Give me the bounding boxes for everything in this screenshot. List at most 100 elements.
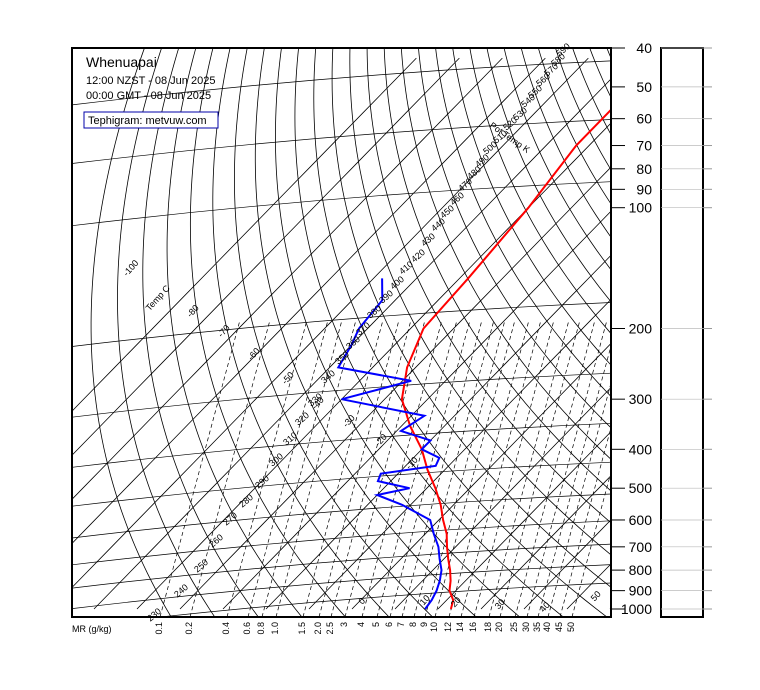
series-lines bbox=[336, 108, 611, 610]
mixing-ratio-label: 2.5 bbox=[325, 622, 335, 635]
pressure-label: 1000 bbox=[621, 601, 652, 617]
isobar-line bbox=[72, 372, 611, 418]
dry-adiabat-line bbox=[366, 48, 611, 524]
mixing-ratio-line bbox=[376, 319, 458, 617]
mr-axis-label: MR (g/kg) bbox=[72, 624, 112, 634]
mixing-ratio-line bbox=[261, 319, 343, 617]
isotherm-line bbox=[222, 210, 611, 610]
mixing-ratio-line bbox=[448, 319, 530, 617]
mixing-ratio-label: 50 bbox=[566, 622, 576, 632]
mixing-ratio-line bbox=[526, 319, 608, 617]
dry-adiabat-line bbox=[418, 48, 611, 429]
isotherm-line bbox=[308, 298, 611, 610]
pressure-label: 40 bbox=[636, 40, 652, 56]
pressure-label: 100 bbox=[629, 200, 653, 216]
isotherm-label: 50 bbox=[589, 589, 603, 603]
mixing-ratio-label: 6 bbox=[384, 622, 394, 627]
mixing-ratio-label: 12 bbox=[443, 622, 453, 632]
temperature-line bbox=[400, 108, 611, 610]
pressure-label: 50 bbox=[636, 79, 652, 95]
mixing-ratio-label: 25 bbox=[509, 622, 519, 632]
isotherm-line bbox=[265, 254, 611, 610]
isobar-line bbox=[72, 119, 611, 164]
credit-label: Tephigram: metvuw.com bbox=[88, 115, 207, 127]
isotherm-line bbox=[136, 122, 611, 610]
dry-adiabat-line bbox=[435, 48, 611, 398]
dry-adiabat-line bbox=[254, 48, 477, 617]
mixing-ratio-label: 35 bbox=[532, 622, 542, 632]
isotherm-line bbox=[72, 57, 417, 412]
mixing-ratio-label: 40 bbox=[542, 622, 552, 632]
mixing-ratio-label: 0.6 bbox=[242, 622, 252, 635]
mixing-ratio-line bbox=[473, 319, 555, 617]
mixing-ratio-label: 9 bbox=[419, 622, 429, 627]
dry-adiabat-line bbox=[572, 48, 611, 136]
isobar-line bbox=[72, 543, 611, 589]
isobar-line bbox=[72, 181, 611, 227]
mixing-ratio-line bbox=[318, 319, 400, 617]
mixing-ratio-label: 16 bbox=[468, 622, 478, 632]
mixing-ratio-line bbox=[361, 319, 443, 617]
isotherm-line bbox=[351, 342, 611, 610]
mixing-ratio-label: 7 bbox=[396, 622, 406, 627]
mixing-ratio-label: 1.0 bbox=[270, 622, 280, 635]
mixing-ratio-label: 5 bbox=[371, 622, 381, 627]
pressure-label: 70 bbox=[636, 138, 652, 154]
pressure-label: 600 bbox=[629, 512, 653, 528]
mixing-ratio-line bbox=[424, 319, 506, 617]
mixing-ratio-line bbox=[413, 319, 495, 617]
mixing-ratio-line bbox=[401, 319, 483, 617]
mixing-ratio-label: 0.4 bbox=[221, 622, 231, 635]
mixing-ratio-label: 4 bbox=[356, 622, 366, 627]
mixing-ratio-label: 0.1 bbox=[154, 622, 164, 635]
dry-adiabat-line bbox=[486, 48, 611, 303]
pressure-label: 900 bbox=[629, 583, 653, 599]
mixing-ratio-label: 0.8 bbox=[256, 622, 266, 635]
isobar-line bbox=[72, 60, 611, 106]
mixing-ratio-line bbox=[434, 319, 516, 617]
mixing-ratio-label: 45 bbox=[554, 622, 564, 632]
dry-adiabat-line bbox=[555, 48, 611, 171]
dry-adiabat-line bbox=[537, 48, 611, 205]
isobar-line bbox=[72, 422, 611, 468]
mixing-ratio-lines bbox=[159, 319, 611, 617]
dry-adiabat-line bbox=[520, 48, 611, 238]
isotherm-line bbox=[72, 57, 589, 589]
mixing-ratio-line bbox=[302, 319, 384, 617]
utc-time: 00:00 GMT - 08 Jun 2025 bbox=[86, 90, 211, 102]
pressure-label: 60 bbox=[636, 111, 652, 127]
dry-adiabat-line bbox=[452, 48, 611, 366]
dry-adiabat-line bbox=[400, 48, 611, 460]
mixing-ratio-label: 0.2 bbox=[184, 622, 194, 635]
pressure-label: 500 bbox=[629, 480, 653, 496]
mixing-ratio-line bbox=[389, 319, 471, 617]
isobar-line bbox=[72, 493, 611, 539]
dry-adiabat-line bbox=[234, 48, 434, 617]
isotherm-line bbox=[437, 431, 611, 610]
mixing-ratio-line bbox=[499, 319, 581, 617]
mixing-ratio-line bbox=[559, 426, 611, 617]
isotherm-line bbox=[72, 57, 503, 500]
mixing-ratio-line bbox=[159, 319, 241, 617]
pressure-axis: 40 50 60 70 80 90 100 200 300 400 500 600 700 800 900 1… bbox=[611, 40, 712, 617]
isotherm-label: 10 bbox=[418, 593, 432, 607]
pressure-label: 400 bbox=[629, 441, 653, 457]
isobar-line bbox=[72, 302, 611, 347]
pressure-label: 800 bbox=[629, 562, 653, 578]
mixing-ratio-label: 1.5 bbox=[297, 622, 307, 635]
dry-adiabat-line bbox=[294, 48, 564, 617]
mixing-ratio-label: 8 bbox=[408, 622, 418, 627]
pressure-label: 300 bbox=[629, 391, 653, 407]
mixing-ratio-line bbox=[514, 319, 596, 617]
dry-adiabat-line bbox=[331, 48, 611, 588]
pressure-label: 200 bbox=[629, 321, 653, 337]
mixing-ratio-line bbox=[344, 319, 426, 617]
isobar-line bbox=[72, 520, 611, 566]
mixing-ratio-label: 18 bbox=[483, 622, 493, 632]
isotherm-label: 30 bbox=[493, 597, 507, 611]
dry-adiabat-line bbox=[349, 48, 611, 556]
isotherm-label: 20 bbox=[449, 595, 463, 609]
dry-adiabat-line bbox=[313, 48, 608, 617]
mixing-ratio-line bbox=[189, 319, 271, 617]
